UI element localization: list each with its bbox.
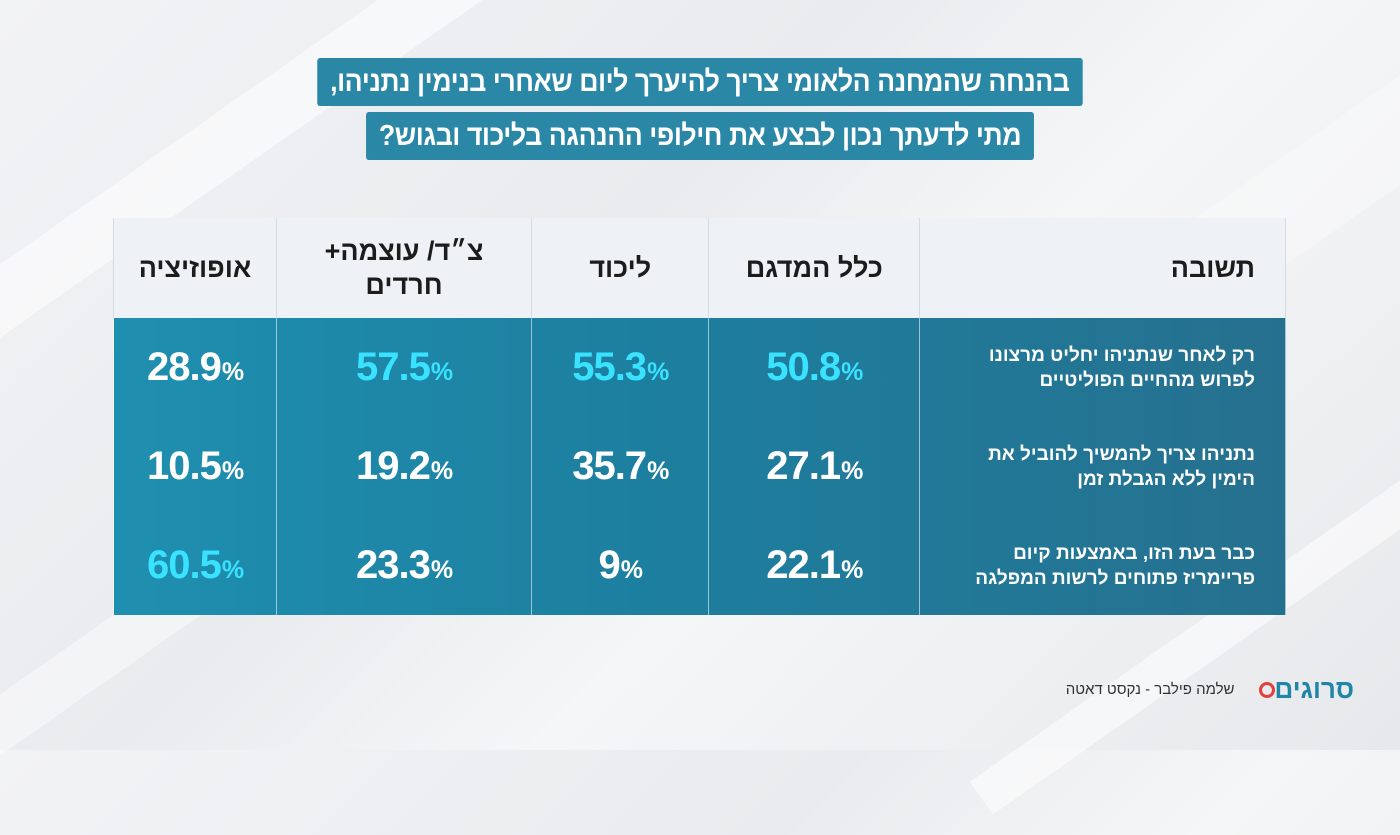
value-number: 9 bbox=[598, 543, 621, 587]
value-number: 22.1 bbox=[766, 543, 841, 587]
data-label: 22.1% bbox=[766, 543, 863, 588]
value-number: 19.2 bbox=[355, 444, 431, 488]
value-cell-total: 22.1% bbox=[708, 516, 921, 615]
value-cell-opposition: 28.9% bbox=[112, 318, 278, 417]
percent-sign: % bbox=[430, 457, 453, 485]
percent-sign: % bbox=[647, 358, 669, 386]
data-label: 35.7% bbox=[572, 444, 669, 489]
poll-table: תשובה כלל המדגם ליכוד צ״ד/ עוצמה+ חרדים … bbox=[112, 218, 1286, 615]
data-label: 19.2% bbox=[355, 444, 453, 489]
data-label: 60.5% bbox=[146, 543, 244, 588]
value-cell-likud: 55.3% bbox=[531, 318, 710, 417]
percent-sign: % bbox=[841, 457, 863, 485]
page-title: בהנחה שהמחנה הלאומי צריך להיערך ליום שאח… bbox=[0, 58, 1400, 160]
data-label: 23.3% bbox=[355, 543, 453, 588]
data-label: 50.8% bbox=[766, 345, 863, 390]
value-number: 23.3 bbox=[355, 543, 431, 587]
header-right-bloc-line2: חרדים bbox=[365, 270, 443, 300]
logo-text: סרוגים bbox=[1274, 674, 1355, 704]
value-cell-right-bloc: 57.5% bbox=[276, 318, 533, 417]
value-cell-right-bloc: 19.2% bbox=[276, 417, 533, 516]
value-number: 27.1 bbox=[766, 444, 841, 488]
percent-sign: % bbox=[221, 556, 244, 584]
value-cell-likud: 9% bbox=[531, 516, 710, 615]
percent-sign: % bbox=[221, 358, 244, 386]
value-cell-opposition: 60.5% bbox=[112, 516, 278, 615]
header-right-bloc-line1: צ״ד/ עוצמה+ bbox=[324, 236, 484, 266]
value-number: 35.7 bbox=[572, 444, 647, 488]
answer-cell: רק לאחר שנתניהו יחליט מרצונו לפרוש מהחיי… bbox=[919, 318, 1286, 417]
percent-sign: % bbox=[841, 556, 863, 584]
table-body: רק לאחר שנתניהו יחליט מרצונו לפרוש מהחיי… bbox=[112, 318, 1286, 615]
data-label: 55.3% bbox=[572, 345, 669, 390]
percent-sign: % bbox=[647, 457, 669, 485]
answer-cell: נתניהו צריך להמשיך להוביל את הימין ללא ה… bbox=[919, 417, 1286, 516]
value-number: 60.5 bbox=[146, 543, 222, 587]
table-row: נתניהו צריך להמשיך להוביל את הימין ללא ה… bbox=[112, 417, 1286, 516]
header-right-bloc: צ״ד/ עוצמה+ חרדים bbox=[276, 218, 533, 318]
table-row: כבר בעת הזו, באמצעות קיום פריימריז פתוחי… bbox=[112, 516, 1286, 615]
percent-sign: % bbox=[620, 556, 643, 584]
data-label: 27.1% bbox=[766, 444, 863, 489]
table-row: רק לאחר שנתניהו יחליט מרצונו לפרוש מהחיי… bbox=[112, 318, 1286, 417]
header-answer: תשובה bbox=[919, 218, 1286, 318]
header-likud: ליכוד bbox=[531, 218, 710, 318]
value-cell-total: 50.8% bbox=[708, 318, 921, 417]
value-cell-likud: 35.7% bbox=[531, 417, 710, 516]
header-total: כלל המדגם bbox=[708, 218, 921, 318]
value-number: 10.5 bbox=[146, 444, 222, 488]
value-cell-right-bloc: 23.3% bbox=[276, 516, 533, 615]
value-number: 55.3 bbox=[572, 345, 647, 389]
data-label: 9% bbox=[598, 543, 643, 588]
percent-sign: % bbox=[430, 556, 453, 584]
header-opposition: אופוזיציה bbox=[112, 218, 278, 318]
value-number: 57.5 bbox=[355, 345, 431, 389]
data-label: 57.5% bbox=[355, 345, 453, 390]
value-number: 28.9 bbox=[146, 345, 222, 389]
value-cell-total: 27.1% bbox=[708, 417, 921, 516]
source-credit: שלמה פילבר - נקסט דאטה bbox=[1065, 681, 1235, 698]
data-label: 10.5% bbox=[146, 444, 244, 489]
percent-sign: % bbox=[221, 457, 244, 485]
percent-sign: % bbox=[430, 358, 453, 386]
percent-sign: % bbox=[841, 358, 863, 386]
table-header-row: תשובה כלל המדגם ליכוד צ״ד/ עוצמה+ חרדים … bbox=[112, 218, 1286, 318]
value-cell-opposition: 10.5% bbox=[112, 417, 278, 516]
data-label: 28.9% bbox=[146, 345, 244, 390]
title-line-2: מתי לדעתך נכון לבצע את חילופי ההנהגה בלי… bbox=[366, 112, 1034, 160]
answer-cell: כבר בעת הזו, באמצעות קיום פריימריז פתוחי… bbox=[919, 516, 1286, 615]
footer: סרוגים שלמה פילבר - נקסט דאטה bbox=[1066, 674, 1354, 705]
srugim-logo: סרוגים bbox=[1257, 674, 1355, 705]
value-number: 50.8 bbox=[766, 345, 841, 389]
logo-ring-icon bbox=[1258, 681, 1275, 698]
title-line-1: בהנחה שהמחנה הלאומי צריך להיערך ליום שאח… bbox=[317, 58, 1083, 106]
